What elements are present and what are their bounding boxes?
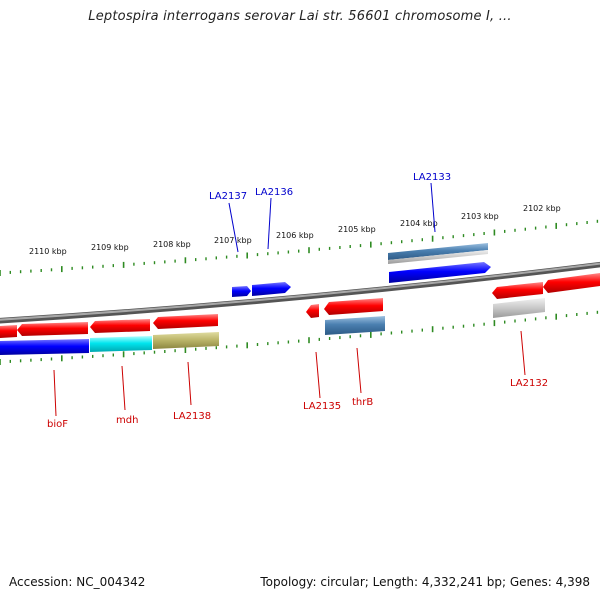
accession-label: Accession: NC_004342 (9, 575, 146, 589)
gene-feature-LA2133-shadow (388, 250, 488, 264)
reverse-strand-features (0, 273, 600, 355)
scale-label: 2107 kbp (214, 236, 252, 245)
forward-strand-features (232, 243, 491, 297)
gene-labels: LA2137 LA2136 LA2133 bioF mdh LA2138 LA2… (47, 172, 548, 430)
gene-feature[interactable] (492, 282, 543, 299)
gene-feature-thrB[interactable] (325, 316, 385, 335)
gene-feature[interactable] (90, 319, 150, 333)
gene-feature-LA2138[interactable] (153, 332, 219, 349)
gene-feature-LA2132[interactable] (493, 298, 545, 318)
chromosome-backbone-highlight (0, 262, 600, 321)
callout-line-LA2136 (267, 197, 272, 250)
gene-label-LA2137[interactable]: LA2137 (209, 191, 247, 202)
gene-feature-mdh[interactable] (90, 336, 152, 352)
gene-label-LA2132[interactable]: LA2132 (510, 378, 548, 389)
gene-label-LA2136[interactable]: LA2136 (255, 187, 293, 198)
scale-label: 2103 kbp (461, 212, 499, 221)
gene-label-LA2138[interactable]: LA2138 (173, 411, 211, 422)
callout-line-LA2138 (187, 361, 192, 406)
map-title: Leptospira interrogans serovar Lai str. … (88, 9, 512, 24)
callout-line-LA2132 (520, 330, 526, 376)
gene-label-LA2135[interactable]: LA2135 (303, 401, 341, 412)
gene-feature-LA2136[interactable] (252, 282, 291, 296)
gene-feature[interactable] (0, 325, 17, 338)
callout-line-bioF (53, 369, 57, 417)
scale-label: 2105 kbp (338, 225, 376, 234)
scale-labels: 2110 kbp 2109 kbp 2108 kbp 2107 kbp 2106… (29, 204, 561, 256)
scale-label: 2102 kbp (523, 204, 561, 213)
gene-feature-forward[interactable] (389, 262, 491, 283)
gene-label-LA2133[interactable]: LA2133 (413, 172, 451, 183)
gene-feature[interactable] (153, 314, 218, 329)
callout-line-mdh (121, 365, 126, 411)
scale-ticks-upper (0, 219, 599, 276)
callout-line-LA2137 (228, 202, 239, 253)
gene-feature-LA2135[interactable] (306, 304, 319, 318)
gene-feature[interactable] (17, 322, 88, 336)
topology-label: Topology: circular; Length: 4,332,241 bp… (260, 575, 590, 589)
scale-label: 2109 kbp (91, 243, 129, 252)
gene-label-thrB[interactable]: thrB (352, 397, 373, 408)
gene-feature[interactable] (324, 298, 383, 315)
scale-ticks-lower (0, 310, 599, 365)
scale-label: 2110 kbp (29, 247, 67, 256)
gene-callouts (53, 182, 526, 417)
scale-label: 2108 kbp (153, 240, 191, 249)
gene-feature-LA2137[interactable] (232, 286, 251, 297)
gene-label-bioF[interactable]: bioF (47, 419, 68, 430)
callout-line-LA2133 (430, 182, 436, 233)
gene-feature-LA2133[interactable] (388, 243, 488, 260)
scale-label: 2104 kbp (400, 219, 438, 228)
callout-line-thrB (356, 347, 362, 394)
callout-line-LA2135 (315, 351, 321, 399)
gene-label-mdh[interactable]: mdh (116, 415, 138, 426)
scale-label: 2106 kbp (276, 231, 314, 240)
gene-feature-bioF[interactable] (0, 339, 89, 355)
gene-feature[interactable] (543, 273, 600, 293)
